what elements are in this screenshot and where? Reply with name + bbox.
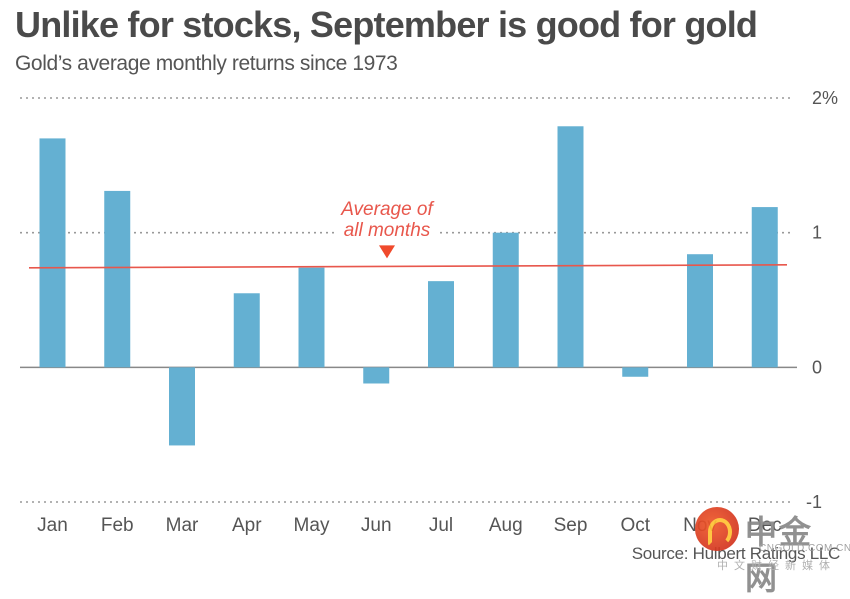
bar-apr	[233, 293, 260, 368]
x-tick-label: Mar	[166, 515, 199, 536]
bar-mar	[169, 367, 195, 446]
bar-aug	[492, 232, 519, 368]
watermark-tagline: 中文财经新媒体	[717, 560, 836, 572]
bar-oct	[622, 367, 649, 377]
bar-jan	[39, 138, 66, 368]
chart-title: Unlike for stocks, September is good for…	[15, 4, 758, 45]
source-note: Source: Hulbert Ratings LLC	[631, 544, 841, 563]
bar-nov	[687, 254, 713, 368]
bar-jun	[363, 367, 390, 384]
y-tick-label: 2%	[812, 88, 838, 108]
watermark-logo-icon	[695, 507, 739, 551]
x-tick-label: Oct	[620, 515, 650, 536]
x-tick-label: Apr	[232, 515, 262, 536]
x-tick-label: Jul	[429, 515, 453, 536]
average-line	[28, 264, 788, 269]
x-tick-label: Jan	[37, 515, 68, 536]
x-tick-label: Sep	[554, 515, 588, 536]
bar-feb	[104, 190, 131, 368]
x-tick-label: Feb	[101, 515, 134, 536]
x-tick-label: Aug	[489, 515, 523, 536]
bar-may	[298, 267, 325, 368]
annotation-line-1: Average of	[340, 199, 434, 220]
bar-dec	[751, 207, 778, 368]
bar-sep	[557, 126, 584, 368]
x-tick-label: May	[294, 515, 330, 536]
chart-subtitle: Gold’s average monthly returns since 197…	[15, 52, 398, 75]
watermark: 中金网 CNGOLD.COM.CN 中文财经新媒体	[695, 505, 850, 597]
y-tick-label: 1	[812, 223, 822, 243]
annotation-arrow-icon	[379, 245, 395, 259]
watermark-url: CNGOLD.COM.CN	[759, 543, 850, 554]
bar-jul	[428, 281, 454, 368]
y-tick-label: -1	[806, 492, 822, 512]
x-tick-label: Jun	[361, 515, 392, 536]
y-tick-label: 0	[812, 357, 822, 377]
annotation-line-2: all months	[344, 220, 431, 241]
annotation-background	[338, 197, 438, 241]
x-tick-label: Dec	[748, 515, 782, 536]
